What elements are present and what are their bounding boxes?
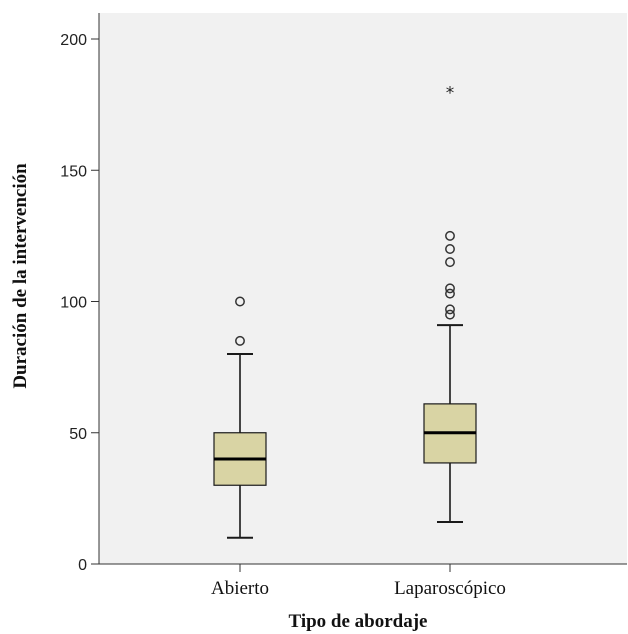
x-axis: Abierto Laparoscópico bbox=[99, 563, 627, 599]
y-axis-title: Duración de la intervención bbox=[10, 163, 31, 389]
outlier-point bbox=[445, 230, 455, 241]
extreme-point: * bbox=[446, 84, 455, 104]
outlier-point bbox=[235, 296, 245, 307]
y-tick-label: 50 bbox=[69, 426, 87, 443]
x-category-label: Abierto bbox=[211, 578, 269, 599]
outlier-point bbox=[445, 244, 455, 254]
outlier-point bbox=[445, 309, 455, 320]
x-axis-title: Tipo de abordaje bbox=[288, 611, 427, 632]
box-group: * bbox=[423, 84, 477, 523]
y-tick-label: 200 bbox=[60, 32, 87, 49]
y-tick-label: 0 bbox=[78, 557, 87, 574]
plot-area bbox=[99, 13, 627, 564]
y-tick-label: 150 bbox=[60, 163, 87, 180]
outlier-point bbox=[445, 257, 455, 268]
box-group bbox=[213, 296, 267, 539]
y-tick-label: 100 bbox=[60, 295, 87, 312]
outlier-point bbox=[445, 283, 455, 294]
boxes-layer: * bbox=[213, 84, 477, 539]
outlier-point bbox=[445, 304, 455, 315]
x-category-label: Laparoscópico bbox=[394, 578, 506, 599]
outlier-point bbox=[235, 335, 245, 346]
y-axis: 0 50 100 150 200 bbox=[60, 13, 100, 574]
outlier-point bbox=[445, 288, 455, 299]
